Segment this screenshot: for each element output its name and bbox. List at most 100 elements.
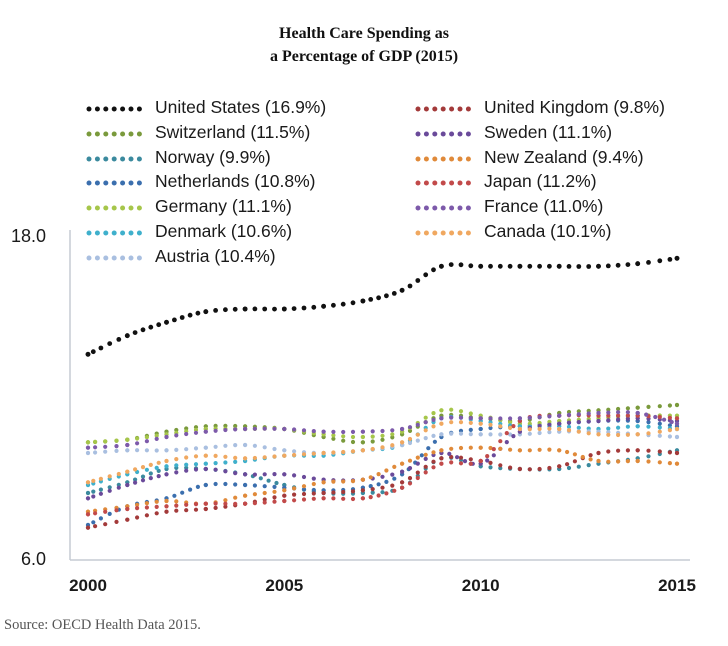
series-dot — [537, 466, 542, 472]
series-dot — [527, 431, 532, 436]
data-point-2011 — [517, 466, 523, 472]
data-point-2015 — [674, 416, 680, 421]
series-dot — [415, 438, 420, 443]
series-dot — [527, 263, 533, 269]
data-point-2004 — [243, 501, 248, 506]
data-point-2007 — [360, 488, 365, 493]
series-dot — [174, 457, 179, 462]
data-point-2009 — [439, 408, 444, 413]
series-dot — [667, 450, 673, 455]
series-dot — [488, 460, 493, 465]
series-dot — [616, 432, 621, 438]
data-point-2008 — [400, 480, 405, 485]
series-dot — [504, 431, 509, 436]
x-tick-label: 2000 — [69, 576, 107, 595]
data-point-2007 — [360, 496, 365, 501]
series-dot — [93, 445, 98, 450]
series-dot — [103, 522, 108, 527]
chart-title: Health Care Spending as a Percentage of … — [0, 22, 728, 68]
series-dot — [498, 424, 503, 429]
data-point-2012 — [557, 421, 562, 426]
series-dot — [331, 436, 336, 441]
data-point-2003 — [203, 501, 208, 506]
legend-swatch — [86, 180, 142, 186]
series-dot — [311, 487, 316, 493]
series-dot — [148, 476, 153, 481]
series-dot — [423, 415, 428, 420]
data-point-2000 — [85, 512, 91, 517]
data-point-2008 — [400, 426, 405, 432]
series-dot — [193, 430, 199, 435]
series-dot — [458, 415, 464, 420]
series-dot — [507, 263, 513, 269]
series-dot — [458, 445, 464, 451]
series-dot — [508, 420, 513, 425]
series-dot — [179, 315, 185, 320]
series-dot — [646, 459, 651, 464]
series-dot — [616, 425, 621, 430]
series-dot — [103, 449, 108, 454]
series-dot — [172, 317, 177, 323]
data-point-2004 — [243, 426, 248, 432]
series-dot — [107, 511, 112, 516]
series-dot — [107, 488, 112, 493]
series-dot — [292, 427, 297, 432]
series-dot — [266, 478, 271, 483]
series-dot — [488, 432, 493, 437]
series-dot — [184, 447, 189, 452]
series-dot — [311, 491, 316, 496]
series-dot — [311, 496, 316, 501]
series-dot — [156, 474, 161, 479]
data-point-2010 — [478, 432, 483, 437]
series-dot — [114, 448, 119, 453]
series-dot — [616, 448, 621, 453]
series-dot — [98, 491, 103, 496]
series-dot — [311, 451, 316, 456]
series-dot — [419, 453, 424, 458]
series-dot — [195, 484, 200, 489]
series-dot — [423, 456, 428, 461]
series-dot — [331, 450, 336, 455]
series-canada — [85, 420, 680, 485]
series-dot — [576, 409, 581, 414]
series-dot — [565, 449, 570, 455]
series-dot — [350, 489, 356, 494]
series-dot — [370, 446, 375, 452]
series-dot — [625, 459, 631, 464]
series-dot — [423, 428, 428, 433]
series-dot — [625, 262, 631, 267]
data-point-2010 — [478, 416, 483, 421]
series-dot — [262, 500, 267, 505]
data-point-2008 — [400, 485, 405, 490]
data-point-2004 — [243, 493, 248, 498]
series-dot — [331, 479, 336, 484]
series-dot — [184, 462, 189, 467]
series-dot — [576, 412, 581, 417]
series-dot — [368, 495, 373, 500]
series-dot — [491, 453, 496, 458]
data-point-2014 — [635, 261, 641, 267]
data-point-2010 — [478, 421, 483, 426]
series-dot — [140, 478, 146, 483]
series-dot — [646, 431, 651, 436]
series-dot — [223, 504, 228, 509]
series-dot — [370, 487, 375, 492]
data-point-2003 — [203, 309, 209, 315]
series-dot — [537, 447, 542, 452]
series-dot — [350, 496, 356, 502]
series-dot — [376, 493, 381, 498]
series-dot — [497, 263, 503, 269]
series-dot — [488, 263, 493, 269]
series-dot — [431, 433, 436, 438]
series-united-states — [85, 255, 680, 357]
series-dot — [458, 431, 464, 436]
series-dot — [384, 491, 389, 496]
series-dot — [669, 419, 674, 425]
series-dot — [350, 449, 356, 454]
series-dot — [572, 452, 578, 457]
series-dot — [547, 422, 552, 427]
series-dot — [455, 455, 460, 460]
data-point-2005 — [282, 493, 287, 498]
series-dot — [140, 474, 146, 479]
series-dot — [341, 434, 346, 439]
